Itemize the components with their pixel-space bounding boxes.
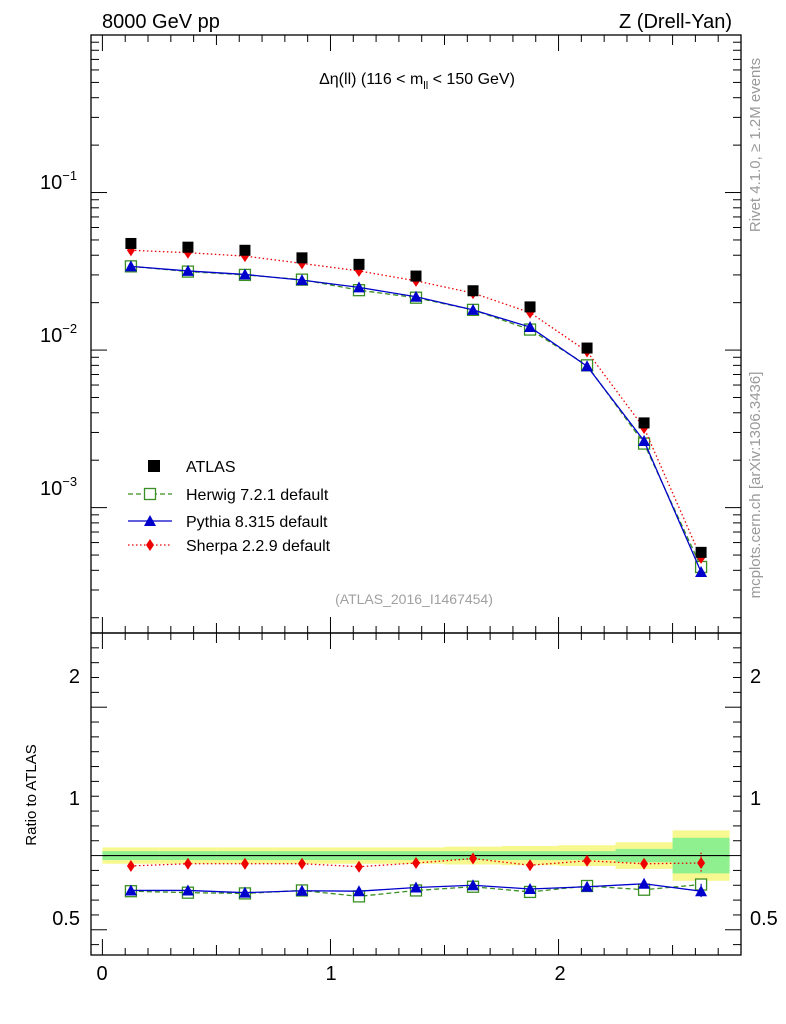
ratio-ytick-label-right: 1 — [750, 788, 761, 810]
point-atlas — [296, 252, 308, 264]
point-pythia — [352, 281, 365, 293]
ratio-frame — [90, 632, 742, 956]
ratio-point-pythia — [352, 885, 365, 897]
point-atlas — [638, 417, 650, 429]
ratio-point-sherpa — [297, 857, 306, 870]
point-pythia — [581, 360, 594, 372]
ratio-point-sherpa — [640, 857, 649, 870]
legend-pythia-label: Pythia 8.315 default — [186, 514, 328, 531]
xtick-label: 0 — [96, 963, 107, 985]
ratio-series-layer — [124, 852, 708, 903]
ratio-point-pythia — [467, 879, 480, 891]
legend: ATLAS Herwig 7.2.1 default Pythia 8.315 … — [128, 459, 331, 555]
point-pythia — [695, 566, 708, 578]
point-pythia — [238, 268, 251, 280]
ratio-point-pythia — [181, 884, 194, 896]
analysis-tag: (ATLAS_2016_I1467454) — [335, 591, 493, 607]
ratio-ylabel: Ratio to ATLAS — [23, 744, 40, 845]
ratio-ytick-label: 2 — [69, 666, 80, 688]
point-atlas — [182, 241, 194, 253]
legend-sherpa-marker — [146, 539, 154, 551]
point-atlas — [581, 342, 593, 354]
point-pythia — [638, 434, 651, 446]
ratio-line-herwig — [130, 883, 702, 898]
ratio-point-sherpa — [697, 857, 706, 869]
point-pythia — [181, 264, 194, 276]
main-ytick-label: 10−2 — [40, 321, 77, 347]
ratio-point-sherpa — [412, 857, 420, 869]
point-atlas — [125, 237, 137, 249]
plot-title: Δη(ll) (116 < mll < 150 GeV) — [319, 71, 515, 92]
legend-herwig-label: Herwig 7.2.1 default — [186, 487, 329, 504]
legend-pythia-marker — [144, 515, 156, 526]
header-left: 8000 GeV pp — [102, 11, 220, 33]
ratio-ytick-label: 1 — [69, 788, 80, 810]
point-atlas — [524, 301, 536, 313]
ratio-point-pythia — [524, 882, 537, 894]
ratio-point-pythia — [238, 886, 251, 898]
point-atlas — [239, 244, 251, 256]
ratio-point-sherpa — [240, 857, 249, 870]
mcplots-label: mcplots.cern.ch [arXiv:1306.3436] — [747, 372, 764, 599]
ratio-point-pythia — [295, 884, 308, 896]
point-pythia — [467, 303, 480, 315]
point-atlas — [353, 258, 365, 270]
ratio-point-sherpa — [183, 857, 192, 870]
ratio-ytick-label: 0.5 — [52, 908, 80, 930]
ratio-point-pythia — [581, 880, 594, 892]
legend-atlas-label: ATLAS — [186, 459, 236, 476]
ratio-point-sherpa — [469, 852, 478, 865]
xtick-label: 2 — [554, 963, 565, 985]
point-pythia — [124, 260, 137, 272]
main-ytick-label: 10−3 — [40, 474, 77, 500]
point-pythia — [410, 290, 422, 302]
ratio-point-sherpa — [354, 860, 363, 873]
point-atlas — [467, 285, 479, 297]
point-atlas — [695, 546, 707, 558]
legend-herwig-marker — [143, 487, 157, 501]
rivet-label: Rivet 4.1.0, ≥ 1.2M events — [747, 58, 764, 232]
main-ytick-label: 10−1 — [40, 168, 77, 194]
point-pythia — [524, 321, 537, 333]
ratio-ytick-label-right: 0.5 — [750, 908, 778, 930]
point-atlas — [410, 270, 422, 282]
axes-layer — [90, 34, 742, 956]
ratio-ytick-label-right: 2 — [750, 666, 761, 688]
legend-sherpa-label: Sherpa 2.2.9 default — [186, 538, 331, 555]
ratio-uncertainty-bands — [102, 830, 730, 881]
ratio-point-pythia — [638, 877, 651, 889]
legend-atlas-marker — [148, 460, 160, 472]
ratio-point-pythia — [124, 884, 137, 896]
main-series-layer — [124, 237, 708, 578]
ratio-point-pythia — [410, 881, 422, 893]
header-right: Z (Drell-Yan) — [619, 11, 732, 33]
ratio-point-sherpa — [583, 854, 592, 867]
ratio-point-sherpa — [126, 859, 135, 872]
ratio-point-sherpa — [526, 859, 535, 872]
point-pythia — [295, 274, 308, 286]
xtick-label: 1 — [325, 963, 336, 985]
